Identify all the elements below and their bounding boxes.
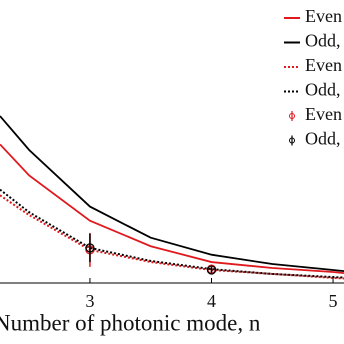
- legend-label: Even: [305, 104, 342, 124]
- legend-label: Odd,: [305, 80, 341, 100]
- x-tick-label: 4: [207, 291, 216, 311]
- legend-label: Even: [305, 55, 342, 75]
- legend-label: Odd,: [305, 31, 341, 51]
- x-tick-label: 3: [85, 291, 94, 311]
- data-point: [206, 265, 217, 275]
- legend-box: [278, 2, 344, 154]
- legend-swatch: [289, 113, 295, 119]
- curve: [0, 143, 344, 274]
- x-axis-label: Number of photonic mode, n: [0, 310, 261, 335]
- legend-label: Even: [305, 6, 342, 26]
- x-tick-label: 5: [329, 291, 338, 311]
- curve: [0, 188, 344, 279]
- legend-swatch: [289, 137, 295, 144]
- curve: [0, 115, 344, 273]
- data-point: [85, 243, 95, 253]
- legend-label: Odd,: [305, 129, 341, 149]
